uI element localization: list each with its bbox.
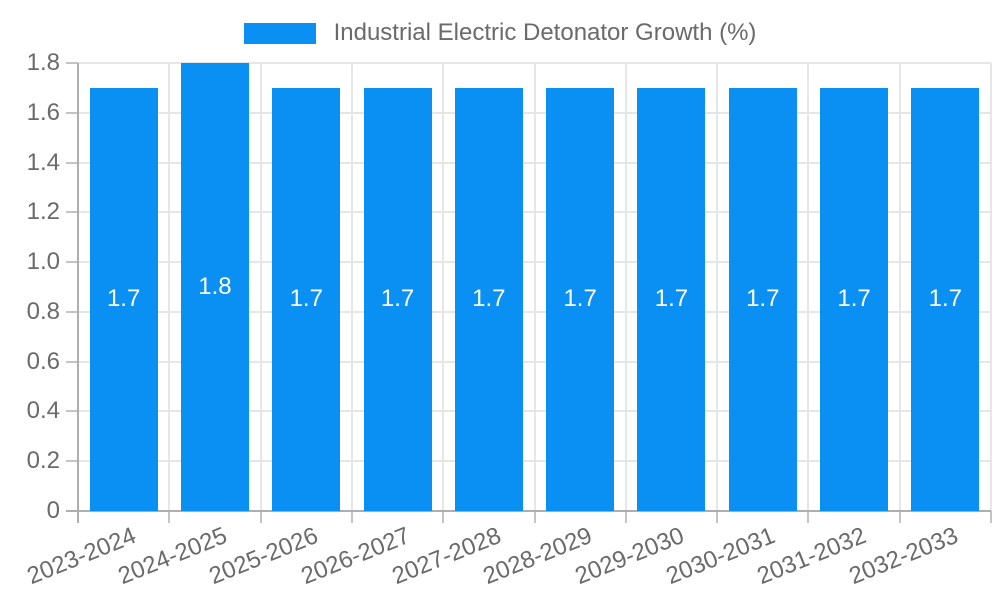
y-axis-line <box>77 63 79 523</box>
y-tick-label: 1.0 <box>26 248 60 276</box>
v-gridline <box>350 63 353 511</box>
bar-value-label: 1.7 <box>654 285 689 313</box>
bar <box>272 87 341 511</box>
x-tick-mark <box>898 511 901 523</box>
legend-swatch <box>243 22 316 44</box>
bar <box>637 87 706 511</box>
bar-value-label: 1.8 <box>198 273 232 300</box>
bar-value-label: 1.7 <box>380 285 415 313</box>
v-gridline <box>716 63 719 511</box>
v-gridline <box>533 63 536 511</box>
y-tick-mark <box>66 161 78 164</box>
v-gridline <box>624 63 627 511</box>
y-tick-mark <box>66 360 78 363</box>
v-gridline <box>898 63 901 511</box>
v-gridline <box>990 63 992 511</box>
y-tick-mark <box>66 310 78 313</box>
x-tick-mark <box>350 511 353 523</box>
y-tick-label: 0.8 <box>26 297 60 325</box>
y-tick-mark <box>66 211 78 214</box>
x-tick-mark <box>442 511 445 523</box>
y-tick-mark <box>66 261 78 264</box>
y-tick-label: 1.4 <box>26 148 60 176</box>
y-tick-label: 0.4 <box>26 397 60 425</box>
bar <box>180 63 249 511</box>
v-gridline <box>442 63 445 511</box>
bar <box>89 87 158 511</box>
bar <box>546 87 615 511</box>
x-axis-line <box>66 510 991 512</box>
v-gridline <box>168 63 171 511</box>
y-tick-label: 1.6 <box>26 98 60 126</box>
legend-label: Industrial Electric Detonator Growth (%) <box>333 19 757 46</box>
bar-value-label: 1.7 <box>837 285 871 313</box>
y-tick-mark <box>66 62 78 64</box>
y-tick-mark <box>66 460 78 463</box>
legend[interactable]: Industrial Electric Detonator Growth (%) <box>0 18 1000 48</box>
v-gridline <box>259 63 262 511</box>
y-tick-label: 0 <box>46 497 60 524</box>
y-tick-label: 0.2 <box>26 447 60 475</box>
bar-value-label: 1.7 <box>472 285 506 313</box>
y-tick-mark <box>66 111 78 114</box>
bar <box>363 87 432 511</box>
bar-value-label: 1.7 <box>289 285 323 313</box>
bar-value-label: 1.7 <box>563 285 597 313</box>
x-tick-mark <box>624 511 627 523</box>
y-tick-mark <box>66 410 78 413</box>
x-tick-mark <box>533 511 536 523</box>
x-tick-mark <box>259 511 262 523</box>
bar <box>454 87 523 511</box>
bar <box>820 87 889 511</box>
x-tick-mark <box>990 511 992 523</box>
x-tick-mark <box>716 511 719 523</box>
y-tick-label: 1.8 <box>26 49 60 76</box>
x-tick-mark <box>807 511 810 523</box>
y-tick-label: 1.2 <box>26 198 60 226</box>
v-gridline <box>807 63 810 511</box>
bar-value-label: 1.7 <box>106 285 141 313</box>
x-tick-mark <box>168 511 171 523</box>
bar-value-label: 1.7 <box>746 285 780 313</box>
y-tick-label: 0.6 <box>26 347 60 375</box>
bar-value-label: 1.7 <box>928 285 963 313</box>
bar <box>728 87 797 511</box>
bar <box>911 87 980 511</box>
